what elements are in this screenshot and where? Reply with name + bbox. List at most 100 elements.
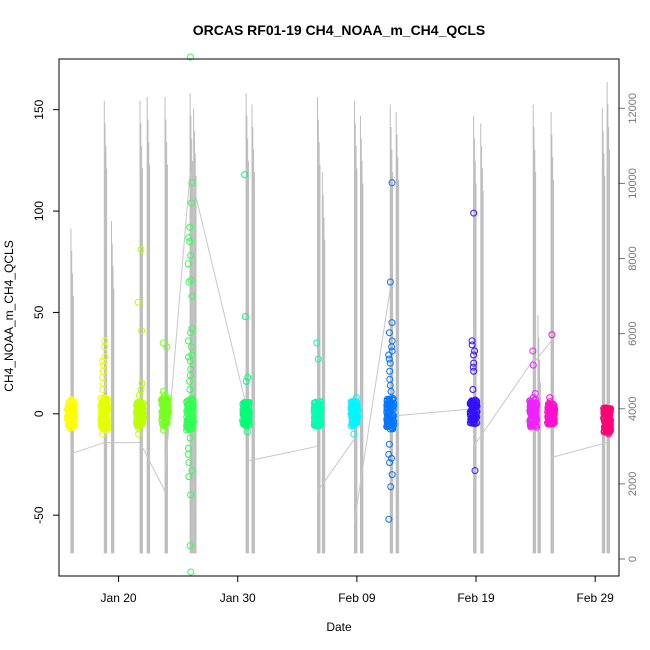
data-point-outlier xyxy=(185,473,193,481)
data-point-outlier xyxy=(187,568,195,576)
altitude-transit-line xyxy=(317,438,355,492)
data-point-outlier xyxy=(527,398,535,406)
y2-tick-label: 0 xyxy=(627,556,639,562)
data-point-outlier xyxy=(313,339,321,347)
data-point xyxy=(469,411,477,419)
data-point-outlier xyxy=(470,367,478,375)
data-point-outlier xyxy=(387,388,395,396)
data-point xyxy=(163,397,171,405)
data-point-outlier xyxy=(184,450,192,458)
x-tick-label: Feb 09 xyxy=(338,591,376,605)
data-point xyxy=(528,410,536,418)
data-point-outlier xyxy=(187,491,195,499)
data-point-outlier xyxy=(546,394,554,402)
altitude-transit-line xyxy=(70,442,105,455)
altitude-transit-line xyxy=(189,172,247,406)
data-point-outlier xyxy=(385,329,393,337)
data-point-outlier xyxy=(188,292,196,300)
data-point-outlier xyxy=(529,361,537,369)
x-tick-label: Feb 29 xyxy=(576,591,614,605)
data-point-outlier xyxy=(185,233,193,241)
data-point xyxy=(602,404,610,412)
data-point-outlier xyxy=(470,209,478,217)
data-point xyxy=(385,421,393,429)
data-point-outlier xyxy=(187,276,195,284)
data-point-outlier xyxy=(187,343,195,351)
data-point-outlier xyxy=(99,357,107,365)
data-point-outlier xyxy=(160,392,168,400)
data-point-outlier xyxy=(469,363,477,371)
series-RF01 xyxy=(63,396,78,432)
data-point xyxy=(526,402,534,410)
data-point xyxy=(315,404,323,412)
series-RF03 xyxy=(133,246,147,438)
data-point xyxy=(162,414,170,422)
data-point xyxy=(65,418,73,426)
data-point-outlier xyxy=(388,343,396,351)
data-point-outlier xyxy=(241,312,249,320)
axes-layer: -50 0 50 100 150 0 2000 4000 6000 8000 10000 12000 J… xyxy=(32,93,639,605)
data-point-outlier xyxy=(386,367,394,375)
data-point xyxy=(244,400,252,408)
y2-tick-label: 12000 xyxy=(627,93,639,124)
series-RF02 xyxy=(97,337,112,438)
data-point xyxy=(98,414,106,422)
data-point-outlier xyxy=(163,343,171,351)
data-point-outlier xyxy=(242,377,250,385)
altitude-transit-line xyxy=(532,340,552,365)
data-point-outlier xyxy=(159,388,167,396)
y-tick-label: 100 xyxy=(32,201,46,221)
data-point-outlier xyxy=(137,246,145,254)
data-point xyxy=(161,419,169,427)
data-point xyxy=(161,407,169,415)
y-tick-label: 0 xyxy=(32,410,46,417)
data-point-outlier xyxy=(529,394,537,402)
data-point-outlier xyxy=(99,418,107,426)
data-point-outlier xyxy=(471,467,479,475)
data-point-outlier xyxy=(188,179,196,187)
data-point xyxy=(601,423,609,431)
data-point-outlier xyxy=(184,337,192,345)
data-point xyxy=(544,419,552,427)
data-point xyxy=(602,428,610,436)
data-point-outlier xyxy=(185,278,193,286)
data-point-outlier xyxy=(134,298,142,306)
data-point-outlier xyxy=(468,337,476,345)
data-point xyxy=(311,399,319,407)
data-point-outlier xyxy=(388,319,396,327)
data-point-outlier xyxy=(187,329,195,337)
data-point-outlier xyxy=(470,351,478,359)
data-point xyxy=(313,411,321,419)
data-point-outlier xyxy=(184,353,192,361)
data-point xyxy=(471,420,479,428)
data-point xyxy=(159,421,167,429)
data-point-outlier xyxy=(548,331,556,339)
data-point-outlier xyxy=(314,355,322,363)
data-point-outlier xyxy=(385,515,393,523)
data-point-outlier xyxy=(387,483,395,491)
data-point-outlier xyxy=(101,353,109,361)
data-point-outlier xyxy=(188,467,196,475)
y2-tick-label: 4000 xyxy=(627,397,639,421)
data-point xyxy=(528,422,536,430)
data-point xyxy=(527,402,535,410)
data-point xyxy=(533,423,541,431)
data-point-outlier xyxy=(352,394,360,402)
data-point xyxy=(468,399,476,407)
data-point xyxy=(469,407,477,415)
data-point-outlier xyxy=(159,339,167,347)
data-point xyxy=(315,421,323,429)
data-point xyxy=(189,396,197,404)
y-tick-label: 150 xyxy=(32,99,46,119)
data-point-outlier xyxy=(186,434,194,442)
data-point-outlier xyxy=(529,347,537,355)
data-point-outlier xyxy=(186,385,194,393)
altitude-transit-line xyxy=(139,442,166,492)
series-RF12 xyxy=(544,331,559,428)
data-point-outlier xyxy=(388,471,396,479)
data-point xyxy=(240,399,248,407)
plot-frame xyxy=(58,58,620,577)
series-RF07 xyxy=(310,339,325,430)
data-point-outlier xyxy=(186,542,194,550)
